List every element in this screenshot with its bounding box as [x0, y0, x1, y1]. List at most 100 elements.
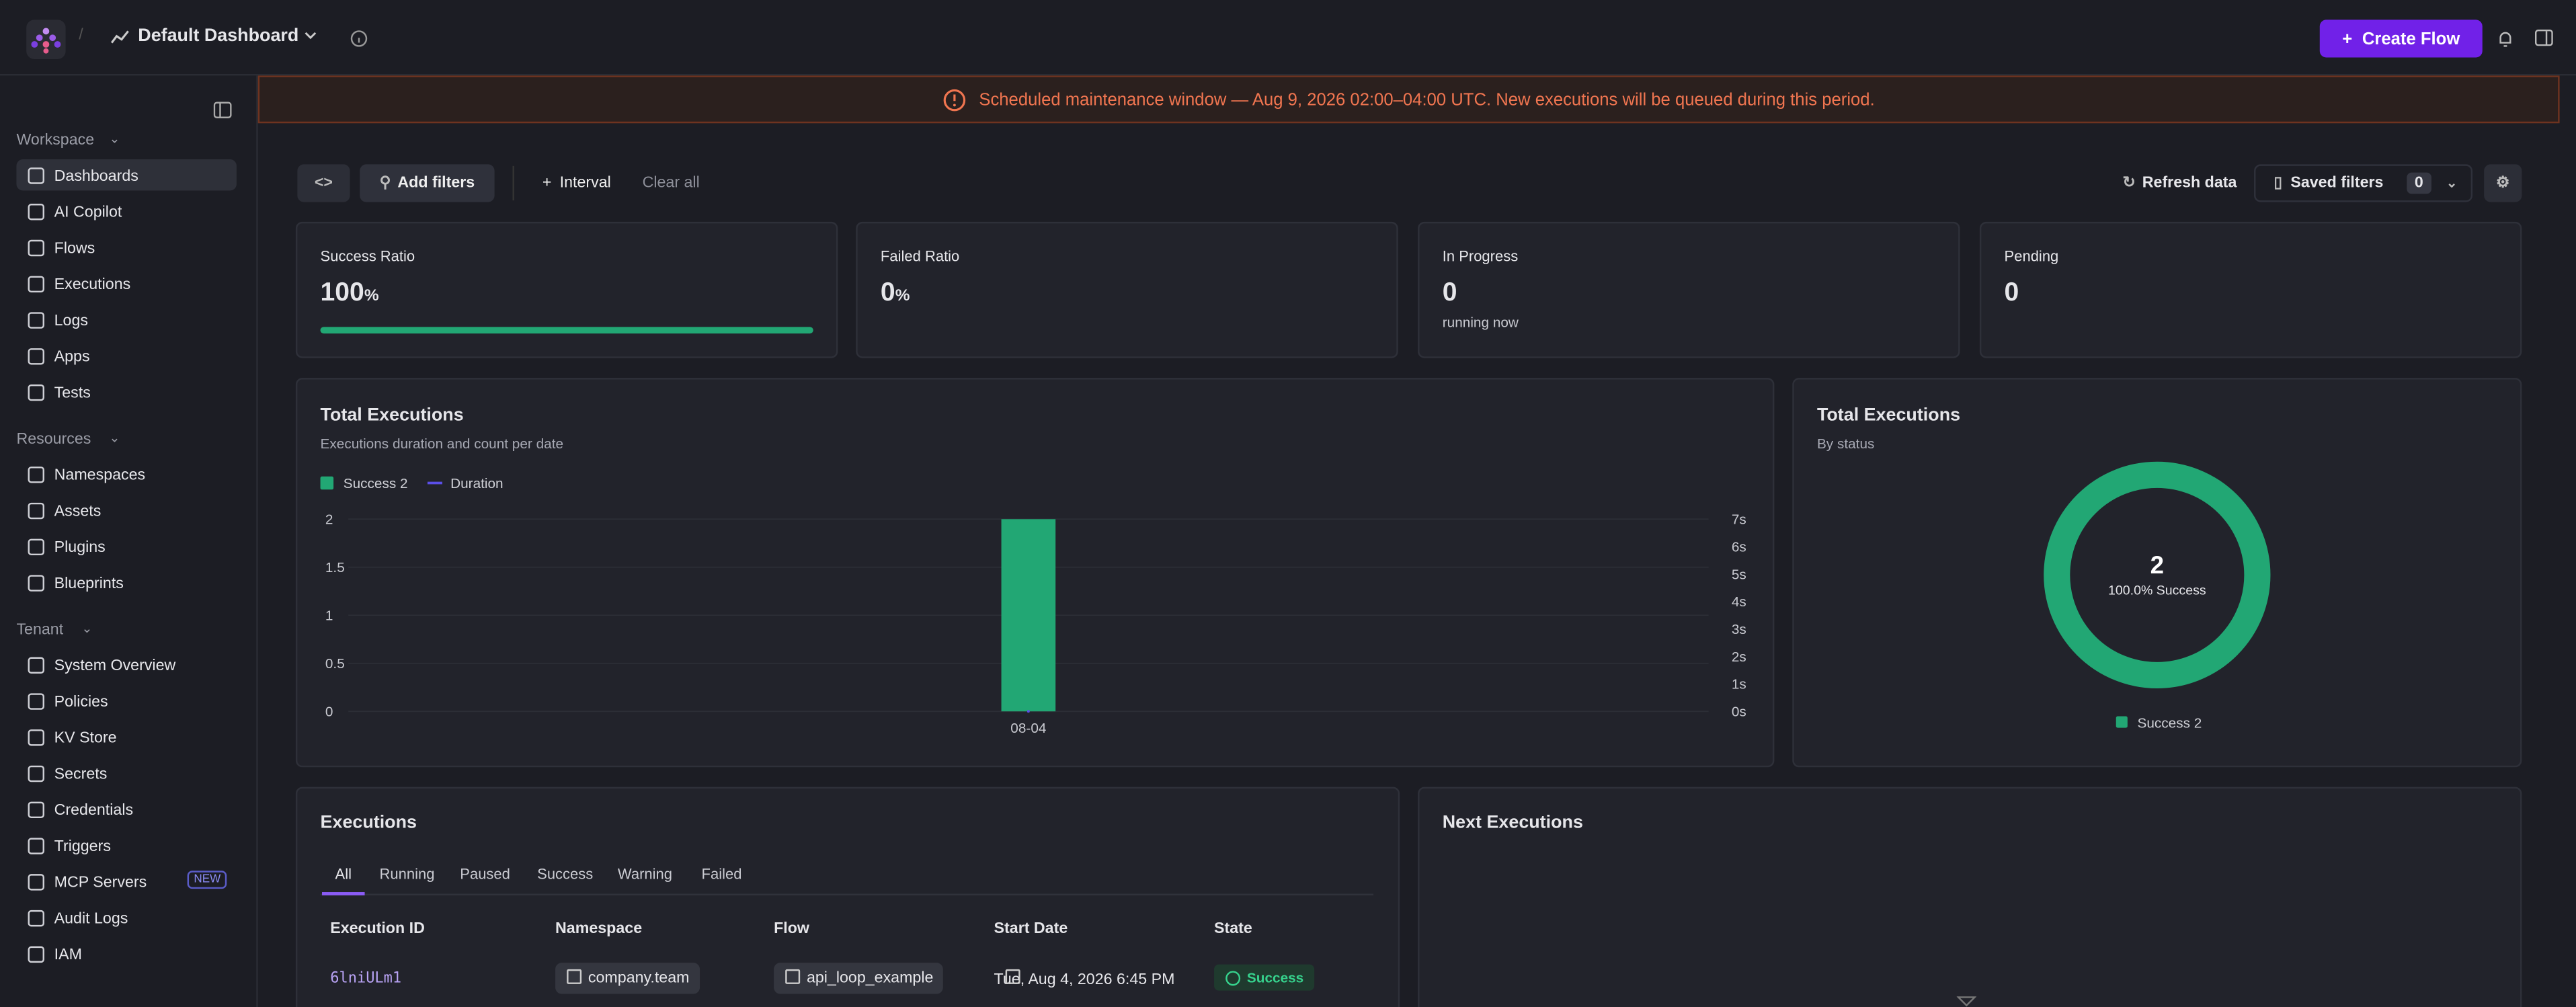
refresh-data[interactable]: ↻ Refresh data — [2122, 174, 2237, 192]
sidebar-icon — [28, 167, 44, 184]
sidebar-section-label: Resources — [16, 430, 91, 449]
sidebar-icon — [28, 910, 44, 927]
sidebar-icon — [28, 276, 44, 293]
section-caret: ⌄ — [109, 131, 120, 147]
kpi-value: 0 — [1442, 279, 1457, 308]
clear-all[interactable]: Clear all — [642, 174, 700, 192]
sidebar-item[interactable]: Tests — [54, 384, 91, 403]
tab[interactable]: Warning — [617, 865, 673, 883]
logo — [26, 19, 66, 59]
sidebar-icon — [28, 502, 44, 520]
sidebar-item[interactable]: Policies — [54, 693, 108, 712]
table-cell: api_loop_example — [774, 963, 944, 994]
sidebar-item[interactable]: Dashboards — [54, 167, 138, 186]
sidebar-item[interactable]: Flows — [54, 239, 95, 258]
donut-slice — [2044, 461, 2271, 688]
code-toggle[interactable]: <> — [297, 164, 350, 202]
tab[interactable]: Running — [379, 865, 435, 883]
tab[interactable]: Failed — [701, 865, 742, 883]
y2-tick-label: 3s — [1732, 622, 1746, 637]
sidebar-item[interactable]: Executions — [54, 276, 131, 294]
sidebar-icon — [28, 838, 44, 854]
sidebar-icon — [28, 538, 44, 556]
tab[interactable]: Paused — [460, 865, 510, 883]
sidebar-item[interactable]: Credentials — [54, 801, 134, 820]
donut-center-label: 100.0% Success — [2108, 583, 2206, 598]
add-filters-label[interactable]: Add filters — [397, 174, 475, 192]
kpi-label: In Progress — [1442, 248, 1519, 265]
executions-title: Executions — [320, 813, 417, 834]
create-flow-label[interactable]: Create Flow — [2362, 28, 2460, 49]
panel-icon[interactable] — [2534, 29, 2553, 46]
tab[interactable]: All — [335, 865, 352, 883]
warning-icon — [943, 88, 965, 111]
sidebar-item[interactable]: Plugins — [54, 538, 106, 557]
collapse-icon[interactable] — [213, 102, 232, 118]
section-caret: ⌄ — [109, 430, 120, 446]
sidebar-item[interactable]: MCP Servers — [54, 874, 147, 893]
y2-tick-label: 7s — [1732, 512, 1746, 528]
bar-chart-subtitle: Executions duration and count per date — [320, 435, 564, 452]
sidebar-item[interactable]: KV Store — [54, 729, 117, 748]
kpi-label: Success Ratio — [320, 248, 415, 265]
interval-button[interactable]: + Interval — [542, 174, 611, 192]
tab[interactable]: Success — [537, 865, 594, 883]
y2-tick-label: 6s — [1732, 539, 1746, 555]
sidebar-icon — [28, 204, 44, 220]
interval-label[interactable]: Interval — [559, 174, 611, 192]
settings-button[interactable]: ⚙ — [2484, 164, 2522, 202]
sidebar-icon — [28, 657, 44, 674]
sidebar-icon — [28, 801, 44, 819]
sidebar-item[interactable]: Secrets — [54, 765, 108, 784]
kpi-label: Failed Ratio — [880, 248, 960, 265]
cell-icon — [1005, 969, 1020, 984]
y2-tick-label: 0s — [1732, 704, 1746, 720]
y-tick-label: 2 — [325, 512, 333, 528]
table-cell: Tue, Aug 4, 2026 6:45 PM — [994, 971, 1175, 990]
sidebar-item[interactable]: System Overview — [54, 657, 176, 676]
column-header: Start Date — [994, 920, 1068, 938]
y-tick-label: 1.5 — [325, 560, 345, 575]
bar-chart-title: Total Executions — [320, 405, 464, 426]
sidebar-item[interactable]: Audit Logs — [54, 910, 128, 928]
saved-filters-label[interactable]: Saved filters — [2290, 174, 2384, 192]
sidebar-item[interactable]: Assets — [54, 502, 102, 521]
column-header: Namespace — [555, 920, 643, 938]
add-filters-button[interactable]: ⚲ Add filters — [360, 164, 495, 202]
sidebar-item[interactable]: Logs — [54, 312, 89, 331]
legend-swatch — [2116, 716, 2128, 728]
y-tick-label: 0 — [325, 704, 333, 720]
sidebar-icon — [28, 575, 44, 592]
sidebar-icon — [28, 348, 44, 365]
sidebar-icon — [28, 312, 44, 329]
dashboard-title[interactable]: Default Dashboard — [138, 26, 299, 46]
create-flow-button[interactable]: + Create Flow — [2319, 19, 2483, 58]
bell-icon[interactable] — [2497, 30, 2513, 48]
bar — [1001, 519, 1056, 712]
sidebar-item[interactable]: Triggers — [54, 838, 111, 856]
chart-icon — [110, 30, 129, 44]
new-badge: NEW — [187, 871, 228, 889]
legend-label: Success 2 — [344, 476, 408, 491]
saved-count: 0 — [2406, 172, 2432, 194]
y2-tick-label: 5s — [1732, 567, 1746, 582]
cell-icon — [567, 969, 582, 984]
sidebar-item[interactable]: Namespaces — [54, 467, 146, 485]
saved-filters[interactable]: ▯ Saved filters 0 ⌄ — [2254, 164, 2473, 202]
donut-subtitle: By status — [1816, 435, 1875, 452]
refresh-label[interactable]: Refresh data — [2142, 174, 2237, 192]
sidebar-item[interactable]: Blueprints — [54, 575, 124, 594]
sidebar-item[interactable]: Apps — [54, 348, 90, 366]
kpi-value: 100% — [320, 279, 379, 308]
sidebar-item[interactable]: AI Copilot — [54, 204, 122, 222]
dropdown-caret[interactable] — [304, 31, 317, 41]
table-cell[interactable]: 6lniULm1 — [330, 971, 402, 988]
y2-tick-label: 1s — [1732, 677, 1746, 692]
section-caret: ⌄ — [81, 620, 93, 636]
hourglass-icon — [1956, 996, 1977, 1007]
y2-tick-label: 2s — [1732, 649, 1746, 665]
sidebar-item[interactable]: IAM — [54, 946, 82, 965]
sidebar — [0, 75, 258, 1007]
info-icon[interactable] — [350, 30, 368, 48]
cell-icon — [1225, 971, 1241, 986]
